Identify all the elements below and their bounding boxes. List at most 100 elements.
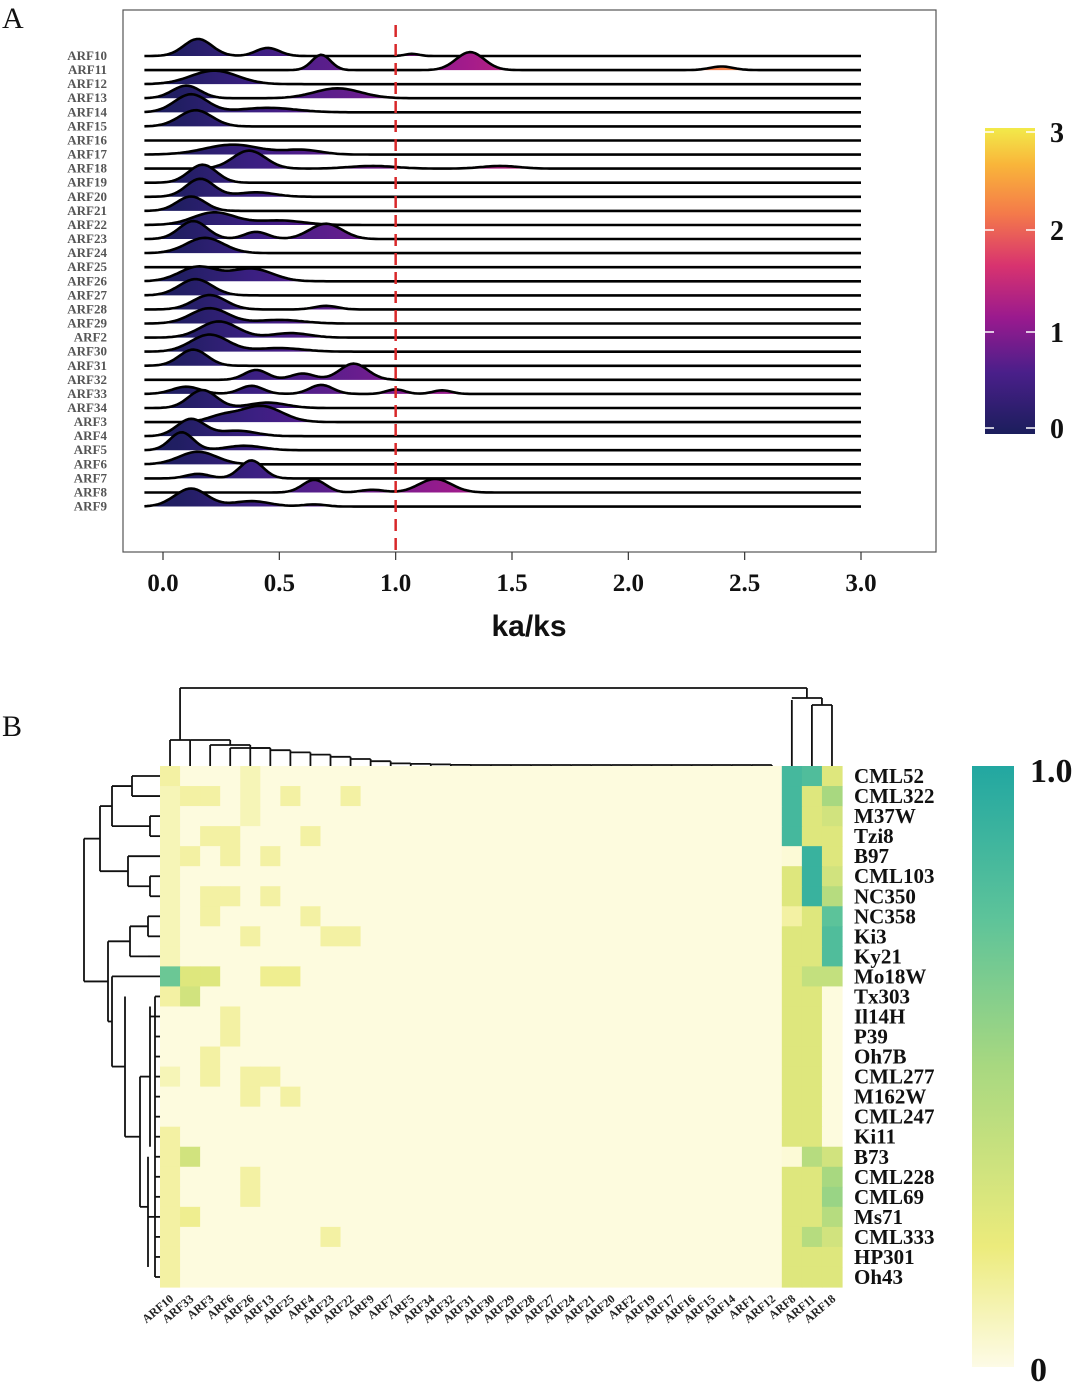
heatmap-cell	[280, 1006, 302, 1028]
heatmap-cell	[460, 1106, 482, 1128]
heatmap-cell	[561, 886, 582, 907]
ridge-line	[144, 320, 861, 339]
heatmap-cell	[360, 1046, 382, 1068]
heatmap-cell	[701, 926, 723, 947]
heatmap-cell	[781, 1086, 803, 1108]
heatmap-cell	[340, 826, 362, 847]
ridge-area	[144, 266, 861, 282]
heatmap-cell	[460, 826, 482, 847]
heatmap-cell	[721, 786, 743, 807]
heatmap-cell	[380, 1146, 402, 1168]
heatmap-cell	[801, 926, 823, 947]
heatmap-cell	[240, 766, 261, 787]
heatmap-cell	[501, 1066, 522, 1088]
heatmap-cell	[180, 1086, 201, 1108]
heatmap-cell	[320, 826, 342, 847]
ridge-arf32	[144, 362, 861, 382]
heatmap-cell	[781, 1246, 803, 1268]
y-tick-label: ARF18	[67, 161, 107, 176]
heatmap-cell	[521, 1146, 542, 1168]
heatmap-cell	[581, 1206, 602, 1228]
ridge-line	[144, 306, 861, 325]
heatmap-cell	[480, 866, 502, 887]
heatmap-cell	[380, 1126, 402, 1148]
heatmap-cell	[821, 1166, 843, 1188]
heatmap-cell	[160, 906, 181, 927]
heatmap-cell	[781, 806, 803, 827]
heatmap-cell	[340, 1106, 362, 1128]
heatmap-cell	[180, 1226, 201, 1248]
y-tick-label: ARF17	[67, 147, 107, 162]
heatmap-cell	[601, 786, 622, 807]
row-label: CML247	[854, 1105, 935, 1129]
heatmap-cell	[180, 1166, 201, 1188]
heatmap-cell	[220, 1166, 241, 1188]
y-tick-label: ARF25	[67, 259, 107, 274]
heatmap-cell	[300, 1046, 322, 1068]
heatmap-cell	[220, 766, 241, 787]
heatmap-cell	[360, 906, 382, 927]
heatmap-cell	[541, 886, 562, 907]
heatmap-cell	[400, 846, 422, 867]
colorbar-a-tick-label: 2	[1050, 216, 1064, 247]
heatmap-cell	[761, 1106, 783, 1128]
heatmap-cell	[741, 966, 763, 988]
heatmap-cell	[260, 826, 281, 847]
heatmap-cell	[160, 1186, 181, 1208]
row-label: Il14H	[854, 1005, 905, 1029]
heatmap-cell	[721, 1106, 743, 1128]
heatmap-cell	[521, 886, 542, 907]
ridge-area	[144, 178, 861, 197]
heatmap-cell	[220, 1046, 241, 1068]
heatmap-cell	[460, 966, 482, 988]
y-tick-label: ARF8	[74, 485, 108, 500]
heatmap-cell	[541, 966, 562, 988]
heatmap-cell	[741, 886, 763, 907]
heatmap-cell	[320, 1046, 342, 1068]
heatmap-cell	[801, 1206, 823, 1228]
heatmap-cell	[340, 1166, 362, 1188]
heatmap-cell	[180, 966, 201, 988]
colorbar-a-gradient	[985, 128, 1035, 434]
heatmap-cell	[340, 966, 362, 988]
heatmap-cell	[741, 1086, 763, 1108]
heatmap-cell	[701, 826, 723, 847]
ridge-line	[144, 177, 861, 199]
heatmap-cell	[280, 1266, 302, 1288]
heatmap-cell	[521, 766, 542, 787]
heatmap-cell	[681, 826, 703, 847]
heatmap-cell	[200, 806, 221, 827]
heatmap-cell	[721, 886, 743, 907]
heatmap-cell	[701, 886, 723, 907]
heatmap-cell	[801, 1046, 823, 1068]
heatmap-cell	[180, 1186, 201, 1208]
heatmap-cell	[501, 1086, 522, 1108]
heatmap-cell	[821, 786, 843, 807]
heatmap-cell	[661, 1226, 683, 1248]
heatmap-cell	[400, 1206, 422, 1228]
heatmap-cell	[601, 1026, 622, 1048]
y-tick-label: ARF14	[67, 104, 107, 119]
heatmap-cell	[380, 846, 402, 867]
heatmap-cell	[200, 1046, 221, 1068]
ridge-arf19	[144, 163, 861, 184]
heatmap-cell	[440, 1066, 462, 1088]
heatmap-cell	[821, 1206, 843, 1228]
heatmap-cell	[420, 1226, 442, 1248]
heatmap-cell	[440, 846, 462, 867]
heatmap-cell	[741, 786, 763, 807]
heatmap-cell	[521, 846, 542, 867]
heatmap-cell	[801, 1166, 823, 1188]
heatmap-cell	[801, 1266, 823, 1288]
heatmap-cell	[741, 1126, 763, 1148]
heatmap-cell	[460, 1086, 482, 1108]
heatmap-cell	[501, 1046, 522, 1068]
heatmap-cell	[701, 786, 723, 807]
heatmap-cell	[561, 946, 582, 967]
heatmap-cell	[761, 926, 783, 947]
heatmap-cell	[701, 1146, 723, 1168]
heatmap-cell	[741, 846, 763, 867]
heatmap-cell	[460, 986, 482, 1008]
heatmap-cell	[621, 986, 643, 1008]
heatmap-cell	[701, 1106, 723, 1128]
